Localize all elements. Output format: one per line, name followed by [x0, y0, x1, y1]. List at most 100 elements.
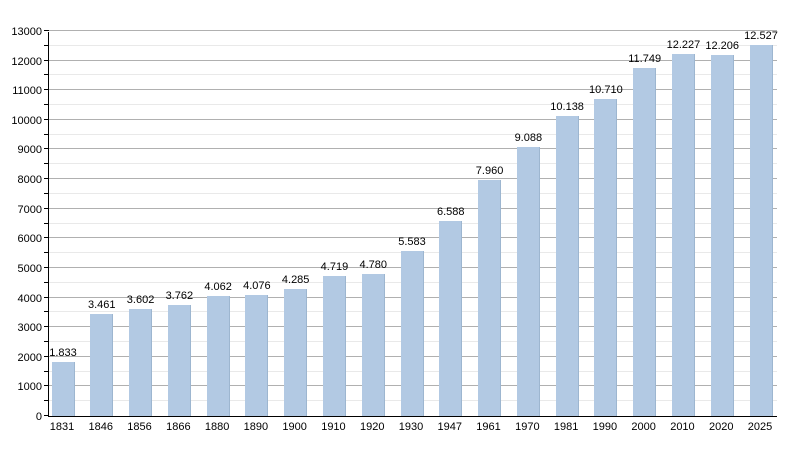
y-axis-tick-2500 [44, 340, 49, 342]
y-axis-label-2000: 2000 [17, 351, 42, 364]
x-axis-label-1846: 1846 [88, 421, 114, 433]
bar-value-label-1866: 3.762 [165, 290, 194, 302]
x-axis-label-1990: 1990 [592, 421, 618, 433]
x-axis-label-2000: 2000 [631, 421, 656, 433]
x-axis-label-2025: 2025 [747, 421, 773, 433]
major-gridline-6000 [49, 237, 777, 239]
y-axis-label-13000: 13000 [11, 26, 42, 38]
y-axis-label-7000: 7000 [17, 203, 42, 216]
bar-1846 [90, 314, 114, 416]
y-axis-tick-7000 [44, 207, 49, 209]
major-gridline-8000 [49, 178, 777, 180]
y-axis-tick-1500 [44, 370, 49, 372]
y-axis-label-0: 0 [35, 411, 42, 423]
y-axis-tick-11500 [44, 74, 49, 76]
major-gridline-9000 [49, 148, 777, 150]
bar-2010 [671, 54, 695, 416]
x-axis-label-1831: 1831 [49, 421, 75, 433]
y-axis-tick-4000 [44, 296, 49, 298]
minor-gridline-9500 [49, 133, 777, 135]
y-axis-label-5000: 5000 [17, 262, 42, 275]
x-axis-label-1900: 1900 [282, 421, 307, 433]
plot-area: 1.833 3.461 3.602 3.762 4.062 4.076 4.285 4.719… [44, 30, 778, 417]
bar-value-label-2000: 11.749 [628, 53, 662, 65]
bar-value-label-1900: 4.285 [281, 274, 310, 286]
major-gridline-10000 [49, 118, 777, 120]
bar-1900 [284, 289, 308, 416]
y-axis-tick-5000 [44, 266, 49, 268]
minor-gridline-12500 [49, 44, 777, 46]
y-axis-tick-5500 [44, 252, 49, 254]
y-axis-label-11000: 11000 [12, 85, 42, 98]
y-axis-label-8000: 8000 [17, 174, 42, 187]
minor-gridline-6500 [49, 222, 777, 224]
x-axis-label-2020: 2020 [708, 421, 734, 433]
bar-1866 [167, 305, 191, 416]
bar-value-label-1831: 1.833 [49, 347, 77, 359]
x-axis-label-1920: 1920 [359, 421, 385, 433]
bar-value-label-1910: 4.719 [320, 261, 349, 273]
bar-1990 [594, 99, 618, 416]
y-axis-tick-6500 [44, 222, 49, 224]
bar-1910 [322, 276, 346, 416]
x-axis-label-1981: 1981 [553, 421, 579, 433]
x-axis-label-1970: 1970 [515, 421, 540, 433]
bar-value-label-1947: 6.588 [437, 206, 465, 218]
y-axis-label-9000: 9000 [17, 144, 42, 157]
y-axis-tick-10000 [44, 118, 49, 120]
y-axis-label-4000: 4000 [17, 292, 42, 305]
y-axis-tick-500 [44, 400, 49, 402]
y-axis-tick-2000 [44, 355, 49, 357]
y-axis-tick-6000 [44, 237, 49, 239]
y-axis-tick-8000 [44, 178, 49, 180]
y-axis-tick-10500 [44, 104, 49, 106]
x-axis-label-1930: 1930 [398, 421, 424, 433]
x-axis-label-1880: 1880 [204, 421, 230, 433]
bar-1880 [206, 296, 230, 416]
bar-value-label-1961: 7.960 [475, 165, 504, 177]
bar-1970 [516, 147, 540, 416]
major-gridline-12000 [49, 59, 777, 61]
x-axis-label-1866: 1866 [166, 421, 191, 433]
y-axis-tick-12500 [44, 44, 49, 46]
bar-value-label-2010: 12.227 [666, 39, 701, 51]
x-axis-label-2010: 2010 [670, 421, 695, 433]
y-axis-tick-8500 [44, 163, 49, 165]
x-axis-label-1947: 1947 [437, 421, 463, 433]
minor-gridline-10500 [49, 104, 777, 106]
bar-value-label-1990: 10.710 [589, 84, 623, 96]
major-gridline-11000 [49, 89, 777, 91]
x-axis-label-1910: 1910 [321, 421, 346, 433]
bar-value-label-1930: 5.583 [398, 236, 426, 248]
bar-value-label-1970: 9.088 [514, 132, 543, 144]
y-axis-label-1000: 1000 [17, 381, 42, 394]
minor-gridline-8500 [49, 163, 777, 165]
y-axis-label-6000: 6000 [17, 233, 42, 246]
major-gridline-13000 [49, 30, 777, 31]
x-axis-label-1961: 1961 [476, 421, 501, 433]
bar-1890 [245, 295, 269, 416]
y-axis-label-10000: 10000 [11, 114, 42, 127]
bar-1961 [478, 180, 502, 416]
y-axis-tick-0 [44, 415, 49, 416]
minor-gridline-11500 [49, 74, 777, 76]
x-axis-label-1890: 1890 [243, 421, 269, 433]
bar-value-label-1981: 10.138 [550, 101, 584, 113]
bar-2020 [710, 55, 734, 416]
bar-value-label-1920: 4.780 [359, 259, 387, 271]
y-axis-tick-4500 [44, 281, 49, 283]
bar-value-label-1846: 3.461 [88, 299, 116, 311]
bar-1981 [555, 116, 579, 416]
bar-value-label-1856: 3.602 [126, 294, 155, 306]
x-axis-label-1856: 1856 [127, 421, 152, 433]
bar-value-label-1880: 4.062 [204, 281, 232, 293]
y-axis-tick-11000 [44, 89, 49, 91]
bar-1947 [439, 221, 463, 416]
bar-value-label-2025: 12.527 [744, 30, 778, 42]
bar-1920 [361, 274, 385, 416]
bar-2000 [633, 68, 657, 416]
y-axis-tick-9500 [44, 133, 49, 135]
y-axis-tick-3000 [44, 326, 49, 328]
bar-2025 [749, 45, 773, 416]
